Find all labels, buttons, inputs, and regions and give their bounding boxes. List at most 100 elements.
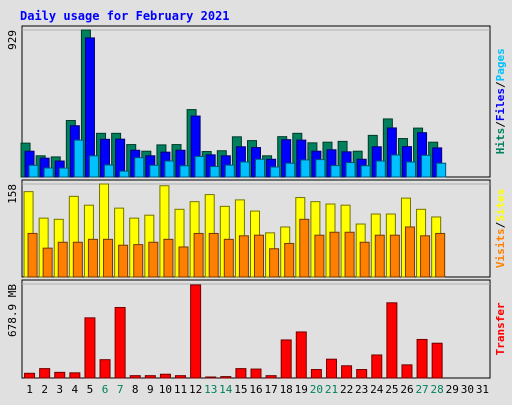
- bar-pages-day-20: [315, 159, 326, 178]
- side-label-segment: /: [494, 121, 507, 128]
- bar-pages-day-19: [300, 159, 311, 178]
- bar-transfer-day-27: [416, 338, 428, 379]
- bar-sites-day-28: [435, 232, 446, 278]
- bar-sites-day-2: [42, 247, 53, 278]
- bar-transfer-day-2: [39, 368, 51, 379]
- x-tick-label-day-11: 11: [174, 383, 187, 396]
- bar-pages-day-18: [285, 162, 296, 178]
- bar-transfer-day-19: [295, 331, 307, 379]
- bar-sites-day-11: [178, 246, 189, 278]
- x-tick-label-day-28: 28: [431, 383, 444, 396]
- bar-sites-day-5: [87, 238, 98, 278]
- side-label-segment: Sites: [494, 189, 507, 222]
- x-tick-label-day-22: 22: [340, 383, 353, 396]
- side-label-segment: Hits: [494, 128, 507, 155]
- x-tick-label-day-21: 21: [325, 383, 338, 396]
- bar-pages-day-3: [58, 167, 69, 178]
- bar-sites-day-26: [404, 226, 415, 278]
- bar-transfer-day-21: [325, 358, 337, 379]
- bar-sites-day-18: [284, 242, 295, 278]
- x-tick-label-day-18: 18: [280, 383, 293, 396]
- bar-transfer-day-1: [24, 372, 36, 379]
- side-label-segment: Pages: [494, 48, 507, 81]
- bar-transfer-day-25: [386, 302, 398, 379]
- x-tick-label-day-6: 6: [102, 383, 109, 396]
- side-label-visits-sites: Visits/Sites: [494, 189, 507, 269]
- bar-pages-day-21: [330, 165, 341, 178]
- bar-pages-day-8: [134, 157, 145, 178]
- bar-pages-day-10: [164, 160, 175, 178]
- x-tick-label-day-2: 2: [41, 383, 48, 396]
- bar-transfer-day-13: [205, 376, 217, 379]
- bar-sites-day-27: [420, 235, 431, 278]
- bar-pages-day-12: [194, 155, 205, 178]
- bar-sites-day-6: [103, 238, 114, 278]
- bar-sites-day-21: [329, 231, 340, 278]
- bar-transfer-day-24: [371, 354, 383, 379]
- bar-transfer-day-20: [310, 369, 322, 379]
- bar-transfer-day-4: [69, 372, 81, 379]
- bar-transfer-day-14: [220, 376, 232, 379]
- x-tick-label-day-20: 20: [310, 383, 323, 396]
- bar-pages-day-6: [104, 164, 115, 178]
- bar-pages-day-5: [88, 155, 99, 178]
- x-tick-label-day-12: 12: [189, 383, 202, 396]
- bar-pages-day-16: [255, 158, 265, 178]
- bar-transfer-day-7: [114, 307, 126, 379]
- bar-sites-day-10: [163, 238, 174, 278]
- x-tick-label-day-29: 29: [446, 383, 459, 396]
- x-tick-label-day-30: 30: [461, 383, 474, 396]
- bar-pages-day-23: [360, 165, 371, 178]
- bar-transfer-day-28: [431, 342, 443, 379]
- bar-sites-day-22: [344, 231, 355, 278]
- bar-pages-day-14: [224, 164, 235, 178]
- side-label-transfer: Transfer: [494, 302, 507, 355]
- x-tick-label-day-10: 10: [159, 383, 172, 396]
- x-tick-label-day-26: 26: [400, 383, 413, 396]
- bar-pages-day-28: [436, 162, 447, 178]
- bar-pages-day-22: [345, 162, 356, 178]
- bar-pages-day-13: [209, 166, 220, 178]
- bar-pages-day-11: [179, 165, 190, 178]
- bar-transfer-day-3: [54, 371, 66, 379]
- bar-sites-day-3: [57, 241, 68, 278]
- bar-transfer-day-9: [144, 375, 156, 379]
- x-tick-label-day-8: 8: [132, 383, 139, 396]
- bar-transfer-day-22: [341, 365, 353, 379]
- bar-sites-day-12: [193, 232, 204, 278]
- bar-transfer-day-11: [175, 375, 187, 379]
- x-tick-label-day-27: 27: [415, 383, 428, 396]
- side-label-segment: Transfer: [494, 302, 507, 355]
- bar-pages-day-4: [73, 139, 84, 178]
- x-tick-label-day-19: 19: [295, 383, 308, 396]
- bar-sites-day-15: [238, 235, 249, 278]
- bar-transfer-day-15: [235, 368, 247, 379]
- x-tick-label-day-24: 24: [370, 383, 384, 396]
- x-tick-label-day-14: 14: [219, 383, 233, 396]
- x-tick-label-day-25: 25: [385, 383, 398, 396]
- bar-transfer-day-6: [99, 359, 111, 379]
- bar-sites-day-7: [118, 244, 129, 278]
- bar-sites-day-13: [208, 232, 219, 278]
- y-axis-label-visits-sites: 158: [6, 184, 19, 204]
- bar-transfer-day-10: [159, 373, 171, 379]
- bar-sites-day-9: [148, 241, 159, 278]
- bar-pages-day-2: [43, 167, 54, 178]
- bar-sites-day-14: [223, 238, 234, 278]
- bar-sites-day-20: [314, 234, 325, 278]
- bar-sites-day-1: [27, 232, 38, 278]
- x-tick-label-day-23: 23: [355, 383, 368, 396]
- bar-pages-day-27: [421, 154, 432, 178]
- x-tick-label-day-7: 7: [117, 383, 124, 396]
- bar-pages-day-15: [239, 161, 250, 178]
- bar-sites-day-25: [389, 234, 400, 278]
- bar-transfer-day-5: [84, 317, 96, 379]
- bar-transfer-day-17: [265, 375, 277, 379]
- panel-transfer: 678.9 MB Transfer: [6, 279, 507, 379]
- bar-transfer-day-23: [356, 369, 368, 379]
- bar-pages-day-17: [270, 166, 281, 178]
- bar-sites-day-23: [359, 241, 370, 278]
- bar-sites-day-4: [72, 241, 83, 278]
